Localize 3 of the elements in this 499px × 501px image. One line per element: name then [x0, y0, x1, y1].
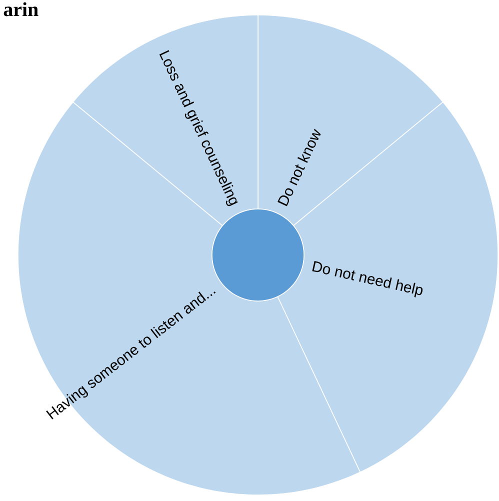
chart-title: arin: [4, 2, 38, 16]
slice-label: Do not need help: [312, 261, 423, 298]
slice-label: Do not know: [278, 128, 321, 206]
